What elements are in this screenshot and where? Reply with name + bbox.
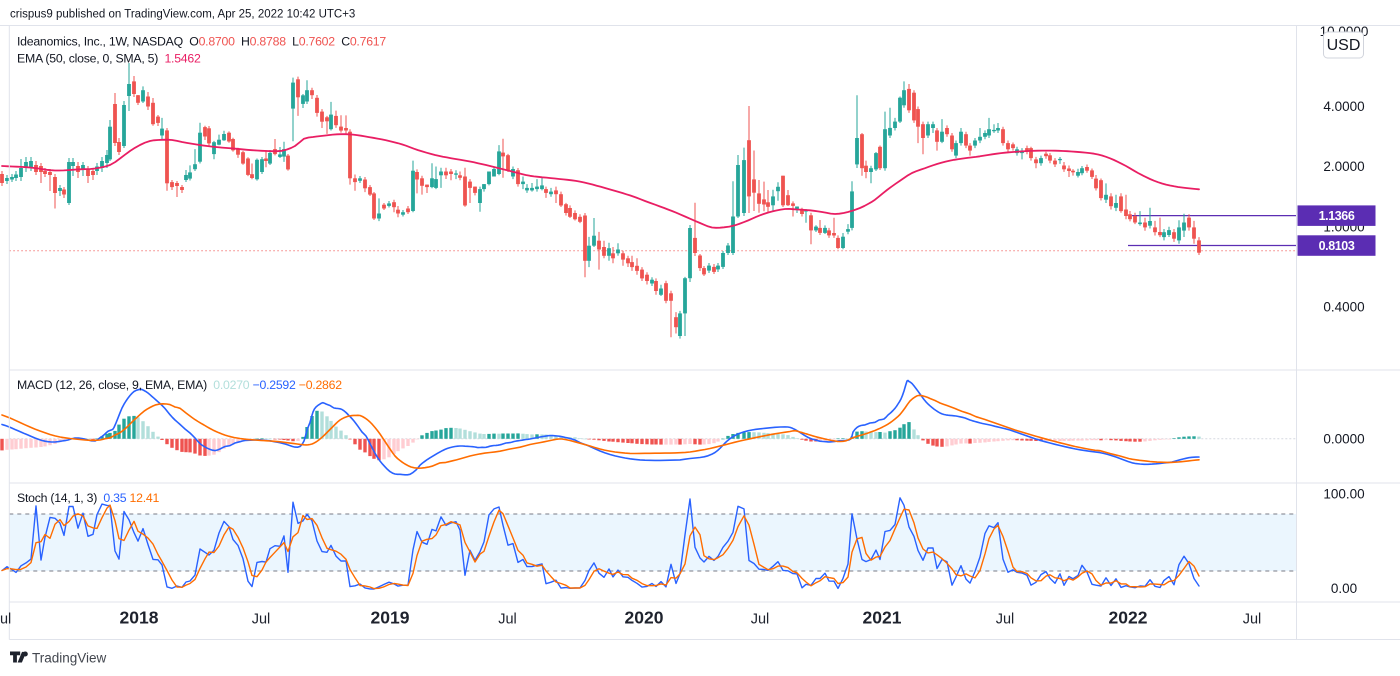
svg-text:4.0000: 4.0000 — [1323, 99, 1364, 114]
svg-text:2.0000: 2.0000 — [1323, 159, 1364, 174]
svg-text:1.1366: 1.1366 — [1319, 209, 1355, 223]
svg-text:Jul: Jul — [751, 612, 770, 628]
svg-text:EMA (50, close, 0, SMA, 5) 1.: EMA (50, close, 0, SMA, 5) 1.5462 — [17, 52, 201, 66]
svg-text:Jul: Jul — [996, 612, 1015, 628]
svg-text:0.8103: 0.8103 — [1319, 239, 1355, 253]
svg-text:TradingView: TradingView — [32, 651, 107, 666]
svg-text:2020: 2020 — [625, 608, 664, 628]
svg-text:Jul: Jul — [252, 612, 271, 628]
svg-text:Jul: Jul — [1243, 612, 1262, 628]
svg-text:0.0000: 0.0000 — [1323, 432, 1364, 447]
svg-text:0.00: 0.00 — [1331, 581, 1357, 596]
svg-text:Jul: Jul — [0, 612, 11, 628]
svg-text:0.4000: 0.4000 — [1323, 300, 1364, 315]
svg-text:2021: 2021 — [863, 608, 902, 628]
svg-text:Ideanomics, Inc., 1W, NASDAQ: Ideanomics, Inc., 1W, NASDAQ O0.8700 H0.… — [17, 34, 386, 48]
svg-text:100.00: 100.00 — [1323, 487, 1364, 502]
svg-text:2019: 2019 — [371, 608, 410, 628]
svg-text:crispus9 published on TradingV: crispus9 published on TradingView.com, A… — [10, 9, 355, 21]
svg-text:2018: 2018 — [120, 608, 159, 628]
svg-text:USD: USD — [1327, 37, 1361, 54]
svg-text:Stoch (14, 1, 3) 0.35 12.41: Stoch (14, 1, 3) 0.35 12.41 — [17, 491, 159, 505]
svg-text:MACD (12, 26, close, 9, EMA, E: MACD (12, 26, close, 9, EMA, EMA) 0.0270… — [17, 378, 342, 392]
svg-text:Jul: Jul — [498, 612, 517, 628]
svg-text:2022: 2022 — [1109, 608, 1148, 628]
